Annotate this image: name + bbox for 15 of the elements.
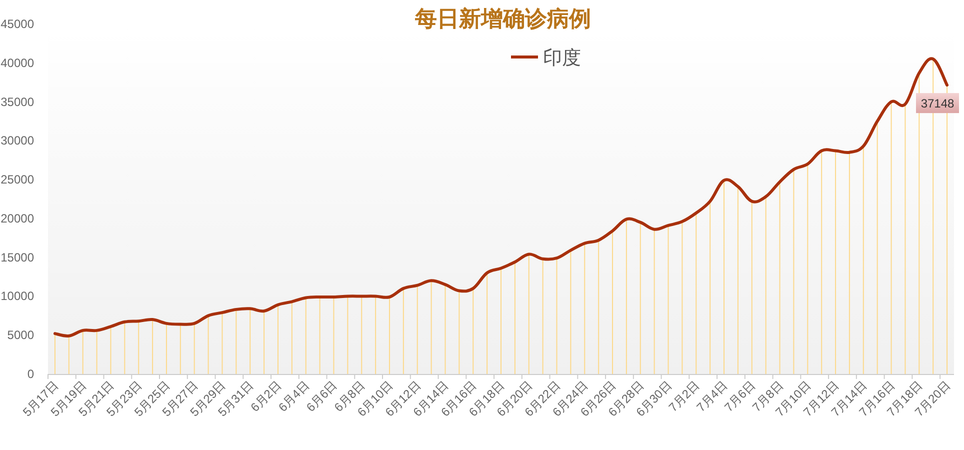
y-tick-label: 15000 xyxy=(0,250,34,264)
y-tick-label: 40000 xyxy=(0,56,34,70)
y-tick-label: 25000 xyxy=(0,172,34,187)
chart-title: 每日新增确诊病例 xyxy=(414,6,591,31)
legend-label: 印度 xyxy=(543,47,581,69)
y-tick-label: 30000 xyxy=(0,134,34,148)
y-tick-label: 0 xyxy=(27,367,34,381)
legend: 印度 xyxy=(511,48,581,69)
y-tick-label: 45000 xyxy=(0,17,34,31)
data-label: 37148 xyxy=(916,93,959,114)
y-tick-label: 35000 xyxy=(0,94,34,109)
y-tick-label: 20000 xyxy=(0,211,34,226)
y-tick-label: 10000 xyxy=(0,289,34,304)
y-tick-label: 5000 xyxy=(7,328,34,342)
data-label: 37148 xyxy=(920,96,955,111)
